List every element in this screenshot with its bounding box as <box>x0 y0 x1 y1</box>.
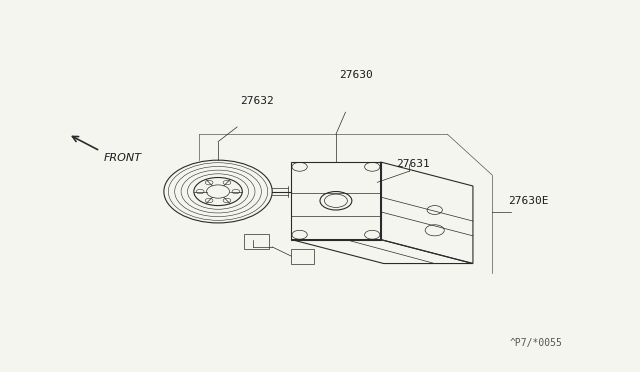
Text: 27630: 27630 <box>339 70 373 80</box>
Text: 27630E: 27630E <box>508 196 548 206</box>
Text: FRONT: FRONT <box>103 153 141 163</box>
Text: ^P7/*0055: ^P7/*0055 <box>509 339 562 349</box>
Text: 27631: 27631 <box>396 159 430 169</box>
Text: 27632: 27632 <box>241 96 274 106</box>
